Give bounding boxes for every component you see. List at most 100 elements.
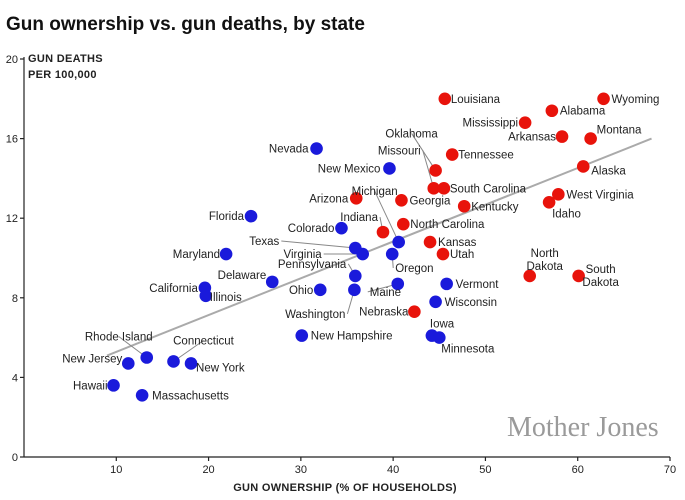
- data-point: [376, 225, 390, 239]
- point-label: Florida: [209, 211, 245, 223]
- point-label: Ohio: [289, 285, 313, 297]
- data-point: [295, 329, 309, 342]
- data-point: [199, 289, 213, 303]
- data-point: [140, 351, 154, 364]
- point-label: Maryland: [173, 249, 220, 261]
- x-tick-label: 10: [110, 464, 122, 476]
- y-tick-label: 4: [12, 372, 18, 384]
- point-label: Wisconsin: [445, 297, 497, 309]
- data-point: [265, 275, 279, 289]
- data-point: [135, 389, 149, 402]
- data-point: [427, 182, 441, 195]
- y-axis-title-line2: PER 100,000: [28, 69, 97, 81]
- data-point: [349, 269, 362, 283]
- point-label: Oregon: [395, 263, 433, 275]
- y-tick-label: 8: [12, 293, 18, 305]
- point-label: New Jersey: [62, 353, 122, 365]
- point-label: Pennsylvania: [278, 259, 347, 271]
- data-point: [395, 193, 408, 207]
- axes: 0 4 8 12 16 20 10 20 30 40 50 60 70: [6, 54, 676, 476]
- data-point: [523, 269, 537, 283]
- data-point: [432, 331, 446, 344]
- point-label: New York: [196, 362, 245, 374]
- x-tick-label: 70: [664, 464, 676, 476]
- data-point: [552, 188, 565, 201]
- point-label: Wyoming: [612, 94, 660, 106]
- point-label: West Virginia: [566, 189, 634, 201]
- point-label: Hawaii: [73, 380, 108, 392]
- x-tick-label: 30: [295, 464, 307, 476]
- data-point: [555, 130, 569, 143]
- x-tick-label: 20: [202, 464, 214, 476]
- data-point: [348, 283, 361, 297]
- point-label: North Dakota: [527, 248, 564, 273]
- point-label: California: [149, 283, 198, 295]
- data-point: [518, 116, 532, 129]
- point-label: South Carolina: [450, 183, 527, 195]
- point-label: New Hampshire: [311, 331, 393, 343]
- data-point: [542, 195, 556, 209]
- data-point: [167, 355, 180, 368]
- point-label: South Dakota: [582, 264, 619, 289]
- mother-jones-watermark: Mother Jones: [507, 412, 659, 443]
- data-point: [335, 221, 348, 235]
- data-point: [429, 295, 442, 309]
- trendline: [106, 137, 652, 357]
- data-point: [396, 217, 410, 231]
- point-label: Washington: [285, 309, 345, 321]
- point-label: Texas: [249, 236, 279, 248]
- data-point: [440, 277, 453, 291]
- data-point: [438, 92, 452, 106]
- point-label: Minnesota: [441, 344, 495, 356]
- data-point: [437, 182, 451, 195]
- point-label: Alaska: [591, 165, 626, 177]
- point-label: Idaho: [552, 208, 581, 220]
- point-label: Alabama: [560, 106, 606, 118]
- point-label: Georgia: [409, 195, 451, 207]
- point-label: Colorado: [288, 223, 335, 235]
- data-point: [584, 132, 597, 145]
- data-point: [423, 235, 437, 249]
- y-tick-label: 12: [6, 213, 18, 225]
- point-label: Connecticut: [173, 335, 235, 347]
- point-label: Rhode Island: [85, 332, 153, 344]
- y-tick-label: 16: [6, 134, 18, 146]
- point-label: Utah: [450, 249, 474, 261]
- point-label: Louisiana: [451, 94, 501, 106]
- point-label: Massachusetts: [152, 390, 229, 402]
- data-point: [349, 192, 363, 205]
- data-point: [392, 235, 405, 249]
- data-point: [576, 160, 590, 173]
- trendline-layer: [106, 137, 652, 357]
- data-points: [107, 92, 610, 402]
- point-label: Iowa: [430, 319, 455, 331]
- data-point: [391, 277, 405, 291]
- data-point: [184, 357, 198, 370]
- data-point: [545, 104, 559, 118]
- data-point: [356, 247, 369, 261]
- x-tick-label: 50: [479, 464, 491, 476]
- point-label: Illinois: [210, 292, 242, 304]
- data-point: [310, 142, 323, 155]
- data-point: [445, 148, 459, 161]
- point-label: Kentucky: [471, 201, 519, 213]
- data-point: [107, 379, 120, 392]
- data-point: [408, 305, 421, 319]
- point-label: Kansas: [438, 237, 477, 249]
- point-label: Maine: [370, 287, 401, 299]
- point-label: Michigan: [352, 186, 398, 198]
- point-label: Nebraska: [359, 307, 409, 319]
- point-label: Arkansas: [508, 132, 556, 144]
- x-tick-label: 40: [387, 464, 399, 476]
- point-label: North Carolina: [410, 219, 485, 231]
- x-axis-title: GUN OWNERSHIP (% OF HOUSEHOLDS): [233, 482, 457, 494]
- data-point: [436, 247, 450, 261]
- data-point: [219, 247, 233, 261]
- data-point: [457, 199, 471, 213]
- y-tick-label: 20: [6, 54, 18, 66]
- data-point: [121, 357, 135, 370]
- point-label: Indiana: [340, 212, 378, 224]
- point-label: Vermont: [456, 279, 500, 291]
- data-point: [597, 92, 610, 106]
- point-label: Nevada: [269, 144, 309, 156]
